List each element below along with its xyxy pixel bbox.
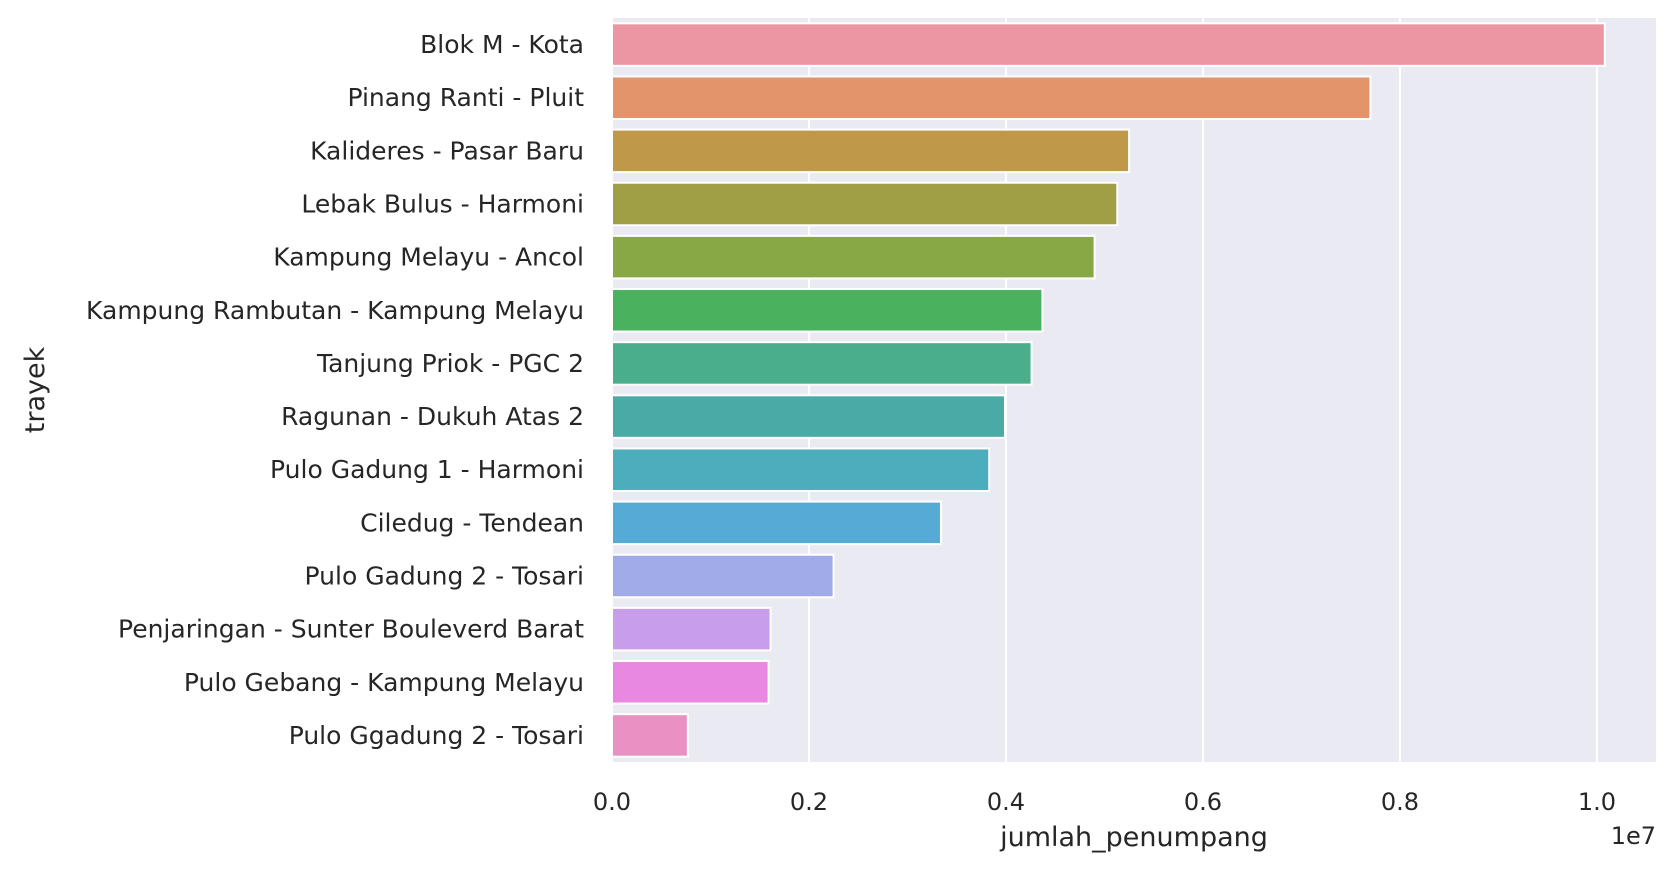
category-label: Pulo Gadung 2 - Tosari [305,562,584,591]
bar [611,447,991,492]
bar [611,341,1033,386]
x-axis-title: jumlah_penumpang [999,822,1268,853]
category-label: Lebak Bulus - Harmoni [301,190,584,219]
bar [611,394,1006,439]
x-axis-offset-label: 1e7 [1611,822,1656,850]
category-label: Pulo Gadung 1 - Harmoni [270,455,584,484]
bar [611,713,689,758]
category-label: Ciledug - Tendean [360,508,584,537]
category-label: Pulo Ggadung 2 - Tosari [289,721,584,750]
bar [611,75,1372,120]
bar [611,606,772,652]
category-label: Blok M - Kota [420,30,584,59]
category-label: Kalideres - Pasar Baru [310,136,584,165]
category-labels: Blok M - Kota Pinang Ranti - Pluit Kalider… [86,30,584,750]
category-label: Pinang Ranti - Pluit [347,83,584,112]
category-label: Ragunan - Dukuh Atas 2 [281,402,584,431]
bar [611,181,1119,227]
category-label: Kampung Rambutan - Kampung Melayu [86,296,584,325]
bar [611,234,1096,280]
x-tick-label: 0.8 [1381,788,1419,816]
category-label: Pulo Gebang - Kampung Melayu [184,668,584,697]
category-label: Tanjung Priok - PGC 2 [316,349,584,378]
category-label: Kampung Melayu - Ancol [273,243,584,272]
x-tick-label: 0.2 [790,788,828,816]
bar [611,288,1044,333]
bar [611,128,1131,174]
x-tick-labels: 0.0 0.2 0.4 0.6 0.8 1.0 [593,788,1616,816]
x-tick-label: 0.0 [593,788,631,816]
bars [611,22,1606,758]
x-tick-label: 1.0 [1578,788,1616,816]
category-label: Penjaringan - Sunter Bouleverd Barat [118,615,584,644]
x-tick-label: 0.6 [1184,788,1222,816]
y-axis-title: trayek [20,346,51,433]
bar [611,553,835,599]
bar [611,660,770,705]
bar [611,22,1606,67]
x-tick-label: 0.4 [987,788,1025,816]
bar [611,500,942,546]
